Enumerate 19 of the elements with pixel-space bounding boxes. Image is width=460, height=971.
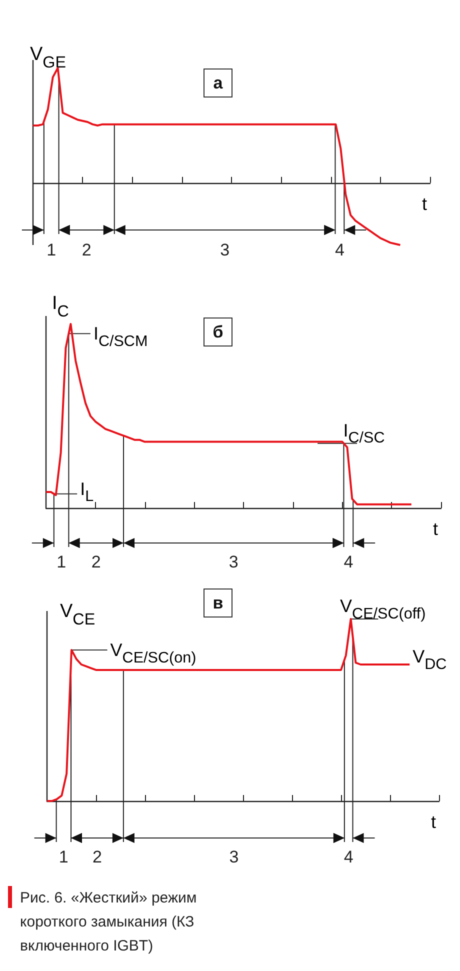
text: 3 bbox=[229, 848, 239, 866]
text: 4 bbox=[344, 552, 354, 572]
annotation: 1 bbox=[46, 240, 56, 260]
text: 1 bbox=[58, 848, 68, 866]
text: Рис. 6. «Жесткий» режим короткого замыкания (КЗ включенного IGBT) bbox=[20, 890, 201, 954]
text: 4 bbox=[344, 848, 354, 866]
text: 2 bbox=[91, 552, 101, 572]
x-axis-title: t bbox=[433, 519, 438, 539]
text: в bbox=[212, 594, 224, 612]
x-axis-title: t bbox=[422, 194, 428, 214]
x-axis-title: t bbox=[431, 812, 436, 832]
annotation: 2 bbox=[82, 240, 92, 260]
text: 3 bbox=[228, 552, 238, 572]
annotation: 4 bbox=[334, 240, 344, 260]
text: 2 bbox=[92, 848, 102, 866]
annotation: 3 bbox=[220, 240, 230, 260]
text: 1 bbox=[56, 552, 66, 572]
annotation: а bbox=[213, 74, 224, 92]
annotation: б bbox=[212, 322, 224, 342]
